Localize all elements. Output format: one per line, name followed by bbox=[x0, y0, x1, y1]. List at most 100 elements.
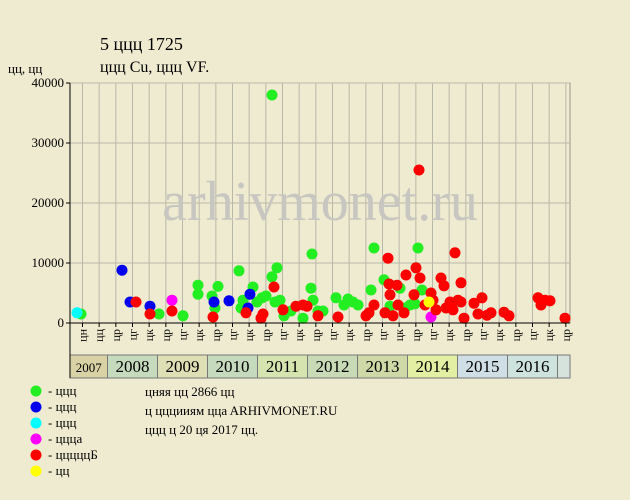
x-tick-label: цг bbox=[526, 329, 540, 340]
x-tick-label: цг bbox=[476, 329, 490, 340]
x-tick-label: цг bbox=[176, 329, 190, 340]
point bbox=[207, 311, 219, 323]
point bbox=[409, 298, 421, 310]
legend-label: - ццца bbox=[48, 431, 82, 446]
point bbox=[398, 307, 410, 319]
point bbox=[449, 247, 461, 259]
watermark: arhivmonet.ru bbox=[162, 171, 478, 233]
year-label: 2014 bbox=[416, 357, 451, 376]
x-tick-label: цр bbox=[109, 329, 123, 341]
point bbox=[391, 279, 403, 291]
point bbox=[472, 308, 484, 320]
point bbox=[266, 271, 278, 283]
year-label: 2012 bbox=[316, 357, 350, 376]
y-axis-label: цц, цц bbox=[8, 61, 42, 76]
year-label: 2016 bbox=[516, 357, 550, 376]
x-tick-label: цк bbox=[542, 329, 556, 341]
point bbox=[363, 307, 375, 319]
legend-swatch bbox=[30, 449, 42, 461]
point bbox=[192, 279, 204, 291]
x-tick-label: цк bbox=[242, 329, 256, 341]
note: цняя цц 2866 цц bbox=[145, 384, 234, 399]
year-label: 2007 bbox=[76, 360, 103, 375]
y-tick-label: 0 bbox=[58, 315, 65, 330]
legend-swatch bbox=[30, 385, 42, 397]
x-tick-label: цг bbox=[426, 329, 440, 340]
x-tick-label: цр bbox=[509, 329, 523, 341]
point bbox=[332, 311, 344, 323]
x-tick-label: цг bbox=[276, 329, 290, 340]
point bbox=[476, 292, 488, 304]
y-tick-label: 40000 bbox=[32, 75, 65, 90]
point bbox=[116, 264, 128, 276]
point bbox=[408, 289, 420, 301]
y-tick-label: 10000 bbox=[32, 255, 65, 270]
point bbox=[297, 312, 309, 324]
x-tick-label: цк bbox=[442, 329, 456, 341]
point bbox=[458, 312, 470, 324]
point bbox=[365, 284, 377, 296]
x-tick-label: цр bbox=[309, 329, 323, 341]
point bbox=[416, 284, 428, 296]
point bbox=[166, 294, 178, 306]
x-tick-label: цр bbox=[559, 329, 573, 341]
year-label: 2013 bbox=[366, 357, 400, 376]
x-tick-label: цк bbox=[392, 329, 406, 341]
point bbox=[301, 300, 313, 312]
point bbox=[223, 295, 235, 307]
point bbox=[438, 280, 450, 292]
year-box bbox=[557, 354, 571, 379]
year-label: 2011 bbox=[266, 357, 299, 376]
point bbox=[392, 299, 404, 311]
year-label: 2010 bbox=[216, 357, 250, 376]
x-tick-label: цц bbox=[92, 328, 106, 341]
x-tick-label: цг bbox=[326, 329, 340, 340]
point bbox=[305, 282, 317, 294]
x-tick-label: цр bbox=[409, 329, 423, 341]
year-label: 2008 bbox=[116, 357, 150, 376]
point bbox=[400, 269, 412, 281]
x-tick-label: цн bbox=[76, 328, 90, 341]
legend-label: - ццц bbox=[48, 415, 76, 430]
point bbox=[368, 242, 380, 254]
chart-subtitle: ццц Cu, ццц VF. bbox=[100, 59, 209, 76]
point bbox=[277, 304, 289, 316]
x-tick-label: цк bbox=[492, 329, 506, 341]
note: ц цццииям ццa ARHIVMONET.RU bbox=[145, 403, 338, 418]
point bbox=[559, 312, 571, 324]
point bbox=[130, 296, 142, 308]
point bbox=[447, 304, 459, 316]
legend-label: - цц bbox=[48, 463, 70, 478]
x-tick-label: цр bbox=[259, 329, 273, 341]
x-tick-label: цк bbox=[192, 329, 206, 341]
x-tick-label: цг bbox=[376, 329, 390, 340]
note: ццц ц 20 ця 2017 цц. bbox=[145, 422, 258, 437]
x-tick-label: цг bbox=[126, 329, 140, 340]
legend-label: - цццццБ bbox=[48, 447, 98, 462]
point bbox=[485, 307, 497, 319]
y-tick-label: 30000 bbox=[32, 135, 65, 150]
point bbox=[306, 248, 318, 260]
point bbox=[208, 296, 220, 308]
point bbox=[266, 89, 278, 101]
year-label: 2015 bbox=[466, 357, 500, 376]
point bbox=[240, 307, 252, 319]
point bbox=[413, 164, 425, 176]
point bbox=[384, 289, 396, 301]
point bbox=[244, 288, 256, 300]
point bbox=[166, 305, 178, 317]
year-label: 2009 bbox=[166, 357, 200, 376]
point bbox=[430, 304, 442, 316]
legend-swatch bbox=[30, 465, 42, 477]
point bbox=[412, 242, 424, 254]
legend-label: - ццц bbox=[48, 399, 76, 414]
x-tick-label: цр bbox=[359, 329, 373, 341]
point bbox=[387, 310, 399, 322]
legend-swatch bbox=[30, 401, 42, 413]
x-tick-label: цк bbox=[342, 329, 356, 341]
point bbox=[312, 310, 324, 322]
legend-swatch bbox=[30, 433, 42, 445]
point bbox=[352, 299, 364, 311]
